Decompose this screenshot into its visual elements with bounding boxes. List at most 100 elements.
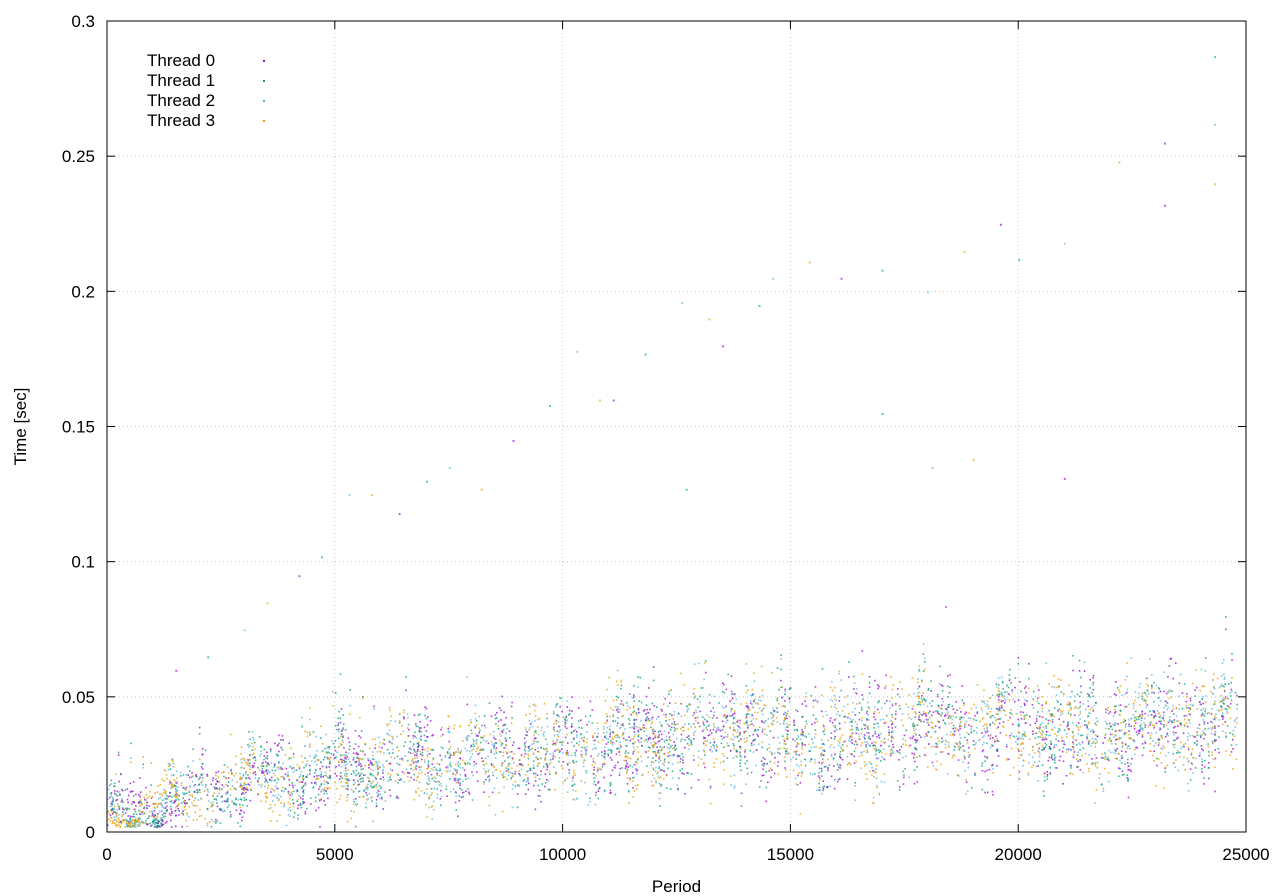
data-point <box>1049 748 1052 750</box>
data-point <box>431 763 434 765</box>
data-point <box>493 742 495 745</box>
data-point <box>309 768 311 771</box>
data-point <box>949 731 952 733</box>
data-point <box>402 730 405 732</box>
data-point <box>264 792 266 795</box>
data-point <box>636 726 638 728</box>
data-point <box>141 811 143 813</box>
data-point <box>518 785 521 788</box>
data-point <box>568 709 571 712</box>
data-point <box>968 724 970 726</box>
data-point <box>123 808 125 811</box>
data-point <box>529 748 531 751</box>
data-point <box>866 710 868 712</box>
data-point <box>680 758 682 760</box>
data-point <box>733 702 735 705</box>
data-point <box>1234 726 1237 728</box>
data-point <box>1115 750 1117 752</box>
data-point <box>1202 749 1204 752</box>
data-point <box>872 745 874 747</box>
data-point <box>634 726 636 728</box>
data-point <box>652 751 655 753</box>
data-point <box>1171 720 1174 723</box>
data-point <box>214 820 217 823</box>
data-point <box>415 761 417 763</box>
data-point <box>454 774 457 776</box>
data-point <box>316 775 318 777</box>
data-point <box>314 796 317 799</box>
data-point <box>457 763 459 766</box>
data-point <box>132 801 134 803</box>
data-point <box>1001 681 1004 683</box>
data-point <box>290 757 292 759</box>
data-point <box>161 809 163 812</box>
data-point <box>1091 763 1093 765</box>
data-point <box>516 806 519 809</box>
data-point <box>640 719 642 722</box>
data-point <box>715 750 718 752</box>
data-point <box>427 777 430 780</box>
data-point <box>360 768 363 771</box>
data-point <box>652 666 655 668</box>
data-point <box>704 671 707 674</box>
data-point <box>304 745 306 747</box>
data-point <box>345 778 348 781</box>
data-point <box>1096 761 1099 764</box>
data-point <box>1165 724 1168 726</box>
data-point <box>322 776 324 778</box>
data-point <box>655 706 658 708</box>
data-point <box>435 768 437 771</box>
data-point <box>986 703 989 706</box>
data-point <box>546 743 548 745</box>
data-point <box>1016 735 1018 737</box>
data-point <box>191 780 194 783</box>
data-point <box>801 744 804 747</box>
data-point <box>374 776 377 779</box>
data-point <box>536 774 539 777</box>
data-point <box>575 749 578 752</box>
data-point <box>396 773 398 775</box>
data-point <box>1019 743 1022 746</box>
data-point <box>607 749 610 751</box>
data-point <box>761 713 764 716</box>
data-point <box>229 814 232 816</box>
data-point <box>466 703 469 706</box>
data-point <box>462 791 464 794</box>
data-point <box>840 689 843 692</box>
data-point <box>432 757 435 760</box>
data-point <box>734 736 736 738</box>
data-point <box>511 758 514 761</box>
data-point <box>1194 695 1196 697</box>
data-point <box>1008 758 1010 761</box>
data-point <box>938 713 940 715</box>
data-point <box>121 797 123 800</box>
data-point <box>1168 697 1171 700</box>
data-point <box>155 818 157 821</box>
data-point <box>397 774 399 776</box>
data-point <box>943 722 946 724</box>
data-point <box>157 785 159 787</box>
data-point <box>183 806 186 809</box>
data-point <box>726 744 729 747</box>
data-point <box>565 716 567 719</box>
data-point <box>1070 707 1072 709</box>
data-point <box>620 724 622 726</box>
data-point <box>1107 759 1110 762</box>
data-point <box>1036 715 1038 717</box>
data-point <box>1033 761 1036 763</box>
data-point <box>139 813 142 815</box>
data-point <box>1187 760 1190 762</box>
data-point <box>879 750 882 752</box>
data-point <box>734 722 736 725</box>
data-point <box>750 771 753 774</box>
data-point <box>1201 748 1203 750</box>
data-point <box>1022 743 1025 745</box>
data-point <box>1011 689 1013 691</box>
data-point <box>923 712 925 715</box>
data-point <box>697 706 699 709</box>
data-point <box>495 752 498 754</box>
data-point <box>379 778 382 780</box>
data-point <box>368 779 371 782</box>
data-point <box>241 804 244 807</box>
data-point <box>600 768 602 771</box>
